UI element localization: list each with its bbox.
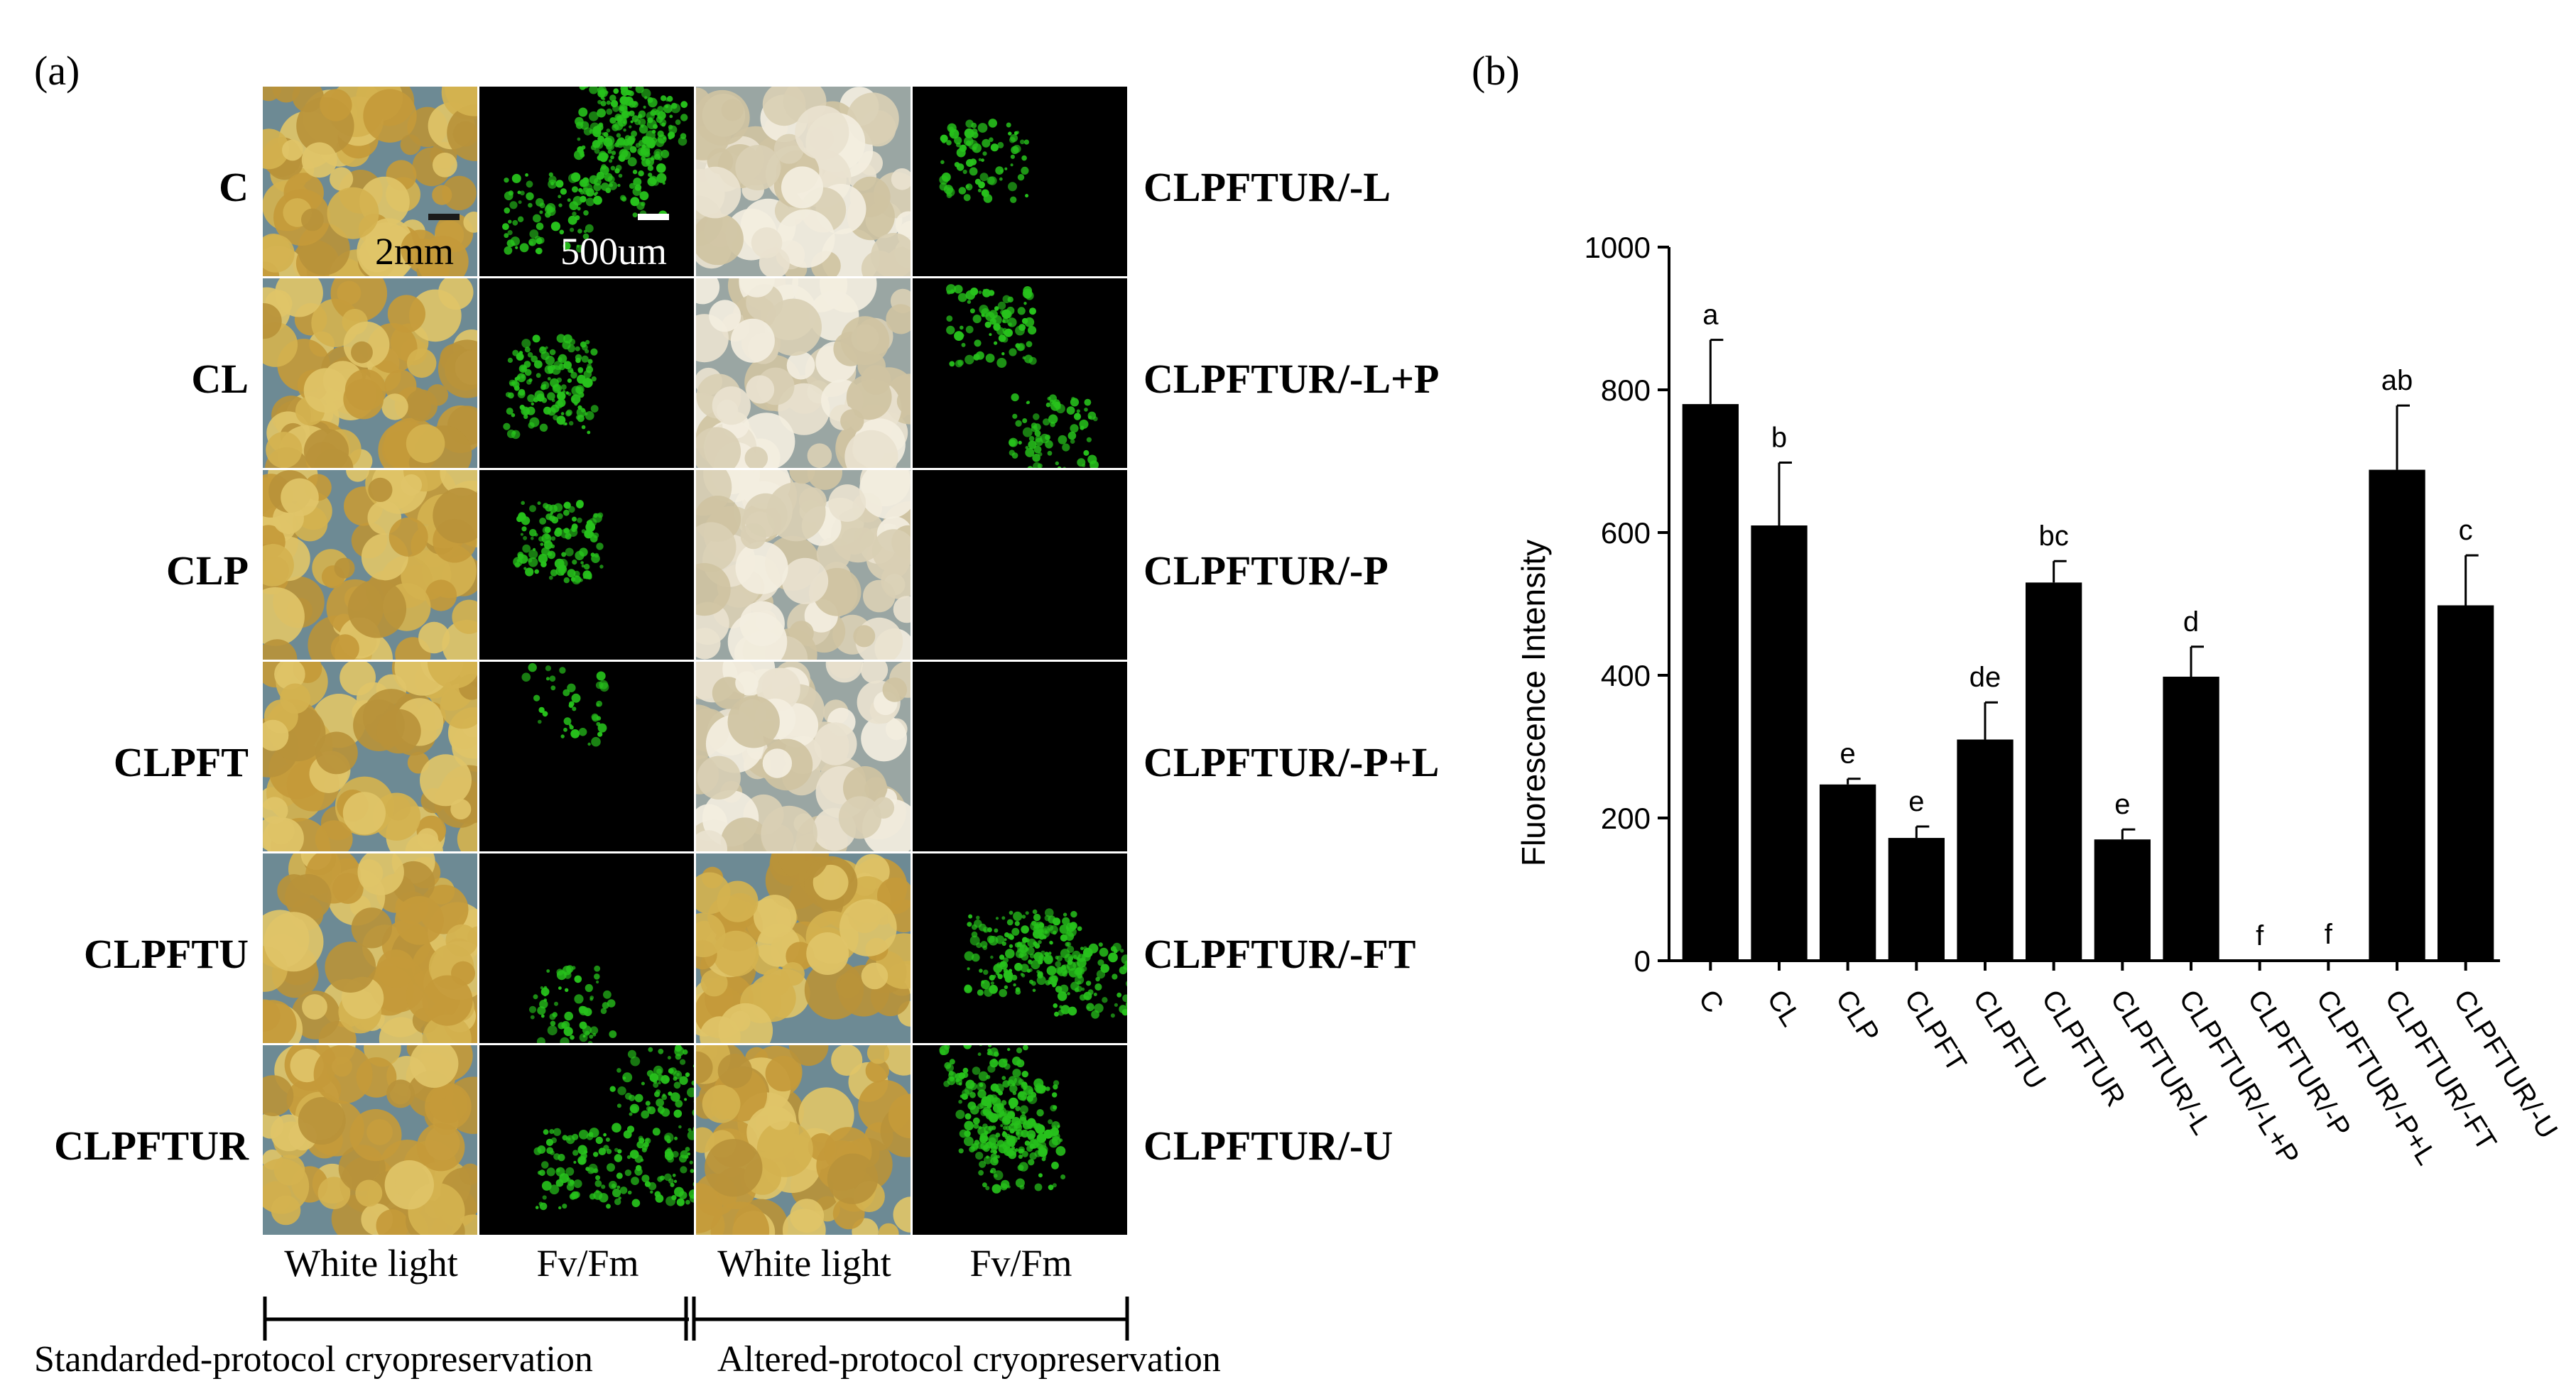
- y-axis-label: Fluorescence Intensity: [1515, 539, 1552, 867]
- row-label-left-4: CLPFTU: [84, 931, 249, 977]
- image-altered-white-light-row2: [696, 470, 911, 660]
- image-altered-white-light-row5: [696, 1045, 911, 1235]
- bar: [1957, 739, 2013, 961]
- panel-a-label: (a): [34, 48, 80, 94]
- image-altered-white-light-row0: [696, 87, 911, 276]
- significance-letter: b: [1771, 422, 1787, 454]
- significance-letter: e: [1840, 738, 1856, 770]
- significance-letter: e: [2114, 789, 2130, 820]
- bracket-label-standard: Standarded-protocol cryopreservation: [34, 1339, 593, 1380]
- y-tick-label: 200: [1601, 802, 1651, 835]
- y-tick-label: 1000: [1585, 231, 1651, 264]
- image-altered-white-light-row3: [696, 662, 911, 851]
- bar: [1751, 525, 1808, 961]
- significance-letter: de: [1969, 662, 2001, 693]
- image-grid: [263, 87, 1129, 1238]
- x-tick-label: C: [1692, 984, 1730, 1018]
- image-altered-fvfm-row4: [913, 853, 1127, 1043]
- col-label-white-light-1: White light: [284, 1242, 458, 1284]
- scale-bar-500um: [638, 214, 669, 220]
- image-altered-fvfm-row3: [913, 662, 1127, 851]
- row-label-left-2: CLP: [166, 547, 249, 594]
- image-altered-fvfm-row1: [913, 278, 1127, 468]
- row-label-right-1: CLPFTUR/-L+P: [1143, 356, 1440, 402]
- scale-bar-2mm-label: 2mm: [375, 230, 455, 273]
- image-standard-fvfm-row3: [479, 662, 694, 851]
- x-tick-label: CLPFT: [1898, 984, 1972, 1077]
- significance-letter: ab: [2381, 365, 2413, 396]
- row-label-right-0: CLPFTUR/-L: [1143, 164, 1391, 210]
- row-label-right-3: CLPFTUR/-P+L: [1143, 739, 1440, 785]
- bar: [1820, 784, 1876, 961]
- bracket-label-altered: Altered-protocol cryopreservation: [717, 1339, 1221, 1380]
- significance-letter: a: [1702, 300, 1719, 331]
- significance-letter: f: [2256, 920, 2264, 951]
- x-tick-label: CL: [1761, 984, 1806, 1032]
- image-standard-white-light-row0: [263, 87, 477, 276]
- row-label-left-3: CLPFT: [113, 739, 249, 785]
- bar: [2438, 605, 2494, 961]
- scale-bar-500um-label: 500um: [560, 230, 668, 273]
- scale-bar-2mm: [428, 214, 460, 220]
- image-altered-fvfm-row2: [913, 470, 1127, 660]
- bar: [2369, 469, 2425, 961]
- bar: [2300, 959, 2357, 961]
- significance-letter: f: [2325, 919, 2333, 950]
- image-standard-white-light-row5: [263, 1045, 477, 1235]
- image-standard-white-light-row4: [263, 853, 477, 1043]
- significance-letter: e: [1908, 786, 1924, 817]
- significance-letter: bc: [2039, 520, 2069, 552]
- y-tick-label: 800: [1601, 373, 1651, 407]
- image-standard-fvfm-row1: [479, 278, 694, 468]
- y-tick-label: 0: [1634, 944, 1651, 978]
- image-altered-fvfm-row5: [913, 1045, 1127, 1235]
- row-label-right-2: CLPFTUR/-P: [1143, 547, 1388, 594]
- panel-b-label: (b): [1472, 48, 1520, 94]
- image-standard-fvfm-row4: [479, 853, 694, 1043]
- bar: [1682, 404, 1739, 961]
- y-tick-label: 600: [1601, 516, 1651, 550]
- image-altered-white-light-row1: [696, 278, 911, 468]
- image-standard-white-light-row1: [263, 278, 477, 468]
- bar: [2163, 677, 2219, 961]
- col-label-fvfm-1: Fv/Fm: [536, 1242, 639, 1284]
- x-tick-label: CLP: [1830, 984, 1886, 1047]
- image-standard-fvfm-row2: [479, 470, 694, 660]
- y-tick-label: 400: [1601, 659, 1651, 692]
- row-label-left-1: CL: [191, 356, 249, 402]
- bar: [2094, 839, 2151, 961]
- row-label-left-5: CLPFTUR: [54, 1123, 249, 1169]
- significance-letter: c: [2459, 515, 2473, 546]
- bar: [1888, 838, 1945, 961]
- image-standard-fvfm-row0: [479, 87, 694, 276]
- col-label-white-light-2: White light: [717, 1242, 891, 1284]
- col-label-fvfm-2: Fv/Fm: [969, 1242, 1072, 1284]
- row-label-right-5: CLPFTUR/-U: [1143, 1123, 1393, 1169]
- significance-letter: d: [2183, 606, 2199, 638]
- image-altered-fvfm-row0: [913, 87, 1127, 276]
- row-label-right-4: CLPFTUR/-FT: [1143, 931, 1416, 977]
- bar: [2026, 582, 2082, 961]
- image-standard-white-light-row2: [263, 470, 477, 660]
- row-label-left-0: C: [219, 164, 249, 210]
- image-standard-fvfm-row5: [479, 1045, 694, 1235]
- image-altered-white-light-row4: [696, 853, 911, 1043]
- image-standard-white-light-row3: [263, 662, 477, 851]
